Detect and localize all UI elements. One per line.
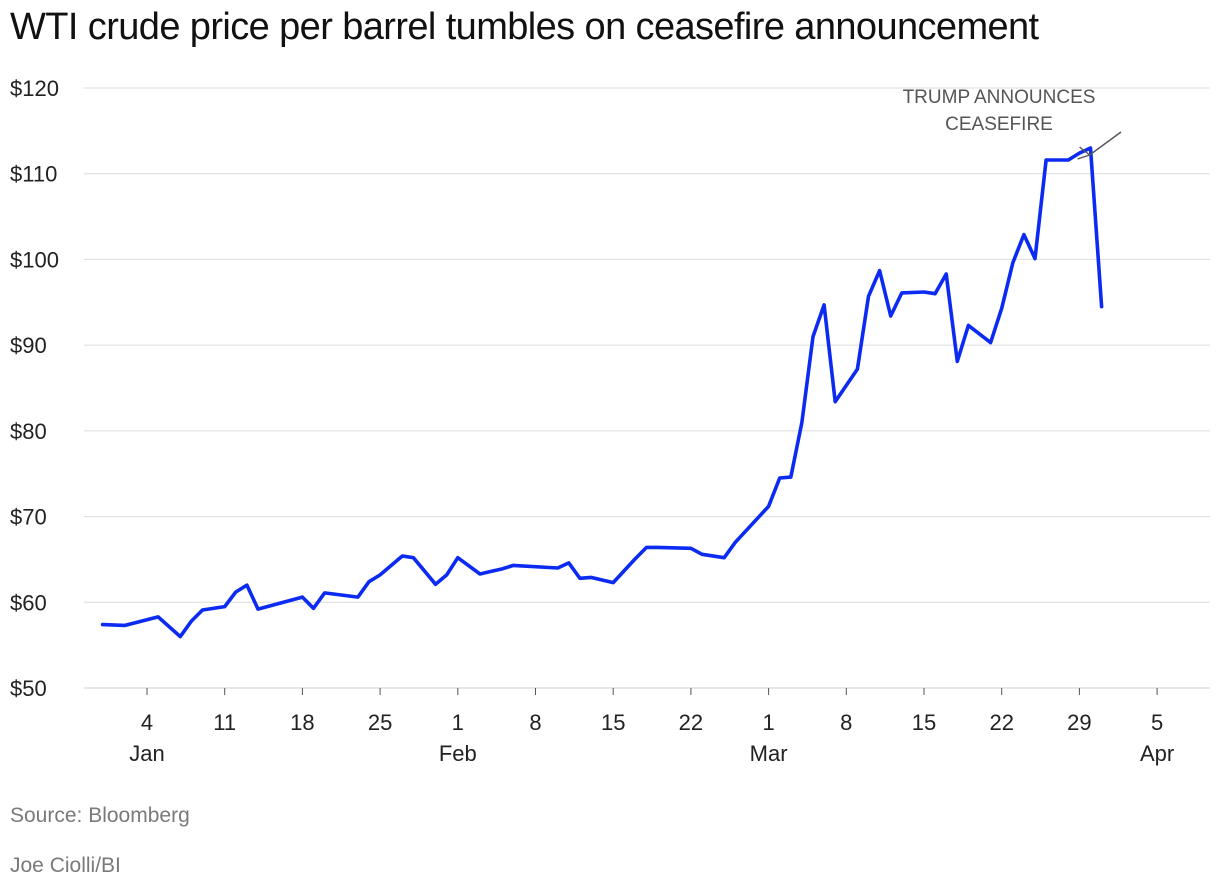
x-axis: 4 Jan 11 18 25 1 Feb 8 15 22 1 Mar 8 15 22 29 5 Apr (84, 687, 1210, 766)
series-layer (100, 146, 1104, 639)
y-tick-label: $90 (10, 333, 47, 358)
y-tick-label: $110 (10, 162, 57, 187)
source-note: Source: Bloomberg (10, 804, 190, 827)
y-axis: $50 $60 $70 $80 $90 $100 $110 $120 (10, 76, 59, 701)
x-tick-label: 29 (1067, 710, 1091, 735)
y-tick-label: $80 (10, 419, 47, 444)
x-tick-label: 18 (290, 710, 314, 735)
x-tick-label: 25 (368, 710, 392, 735)
x-tick-label: 8 (529, 710, 541, 735)
annotation-text: TRUMP ANNOUNCES (903, 87, 1096, 108)
x-tick-label: 1 (762, 710, 774, 735)
x-month-label: Feb (439, 741, 477, 766)
y-tick-label: $120 (10, 76, 59, 101)
x-tick-label: 1 (452, 710, 464, 735)
annotation-text: CEASEFIRE (945, 114, 1053, 135)
ceasefire-annotation: TRUMP ANNOUNCES CEASEFIRE (903, 87, 1122, 160)
x-tick-label: 22 (989, 710, 1013, 735)
x-tick-label: 11 (213, 710, 236, 735)
y-tick-label: $100 (10, 247, 59, 272)
x-tick-label: 4 (141, 710, 153, 735)
x-tick-label: 15 (601, 710, 625, 735)
annotation-arrow-line (1089, 131, 1122, 156)
x-tick-label: 5 (1151, 710, 1163, 735)
y-tick-label: $60 (10, 590, 47, 615)
chart-title: WTI crude price per barrel tumbles on ce… (10, 6, 1039, 48)
series-line-wti (100, 146, 1104, 639)
x-tick-label: 22 (679, 710, 703, 735)
x-month-label: Jan (129, 741, 164, 766)
x-month-label: Apr (1140, 741, 1174, 766)
x-month-label: Mar (750, 741, 788, 766)
x-tick-label: 15 (912, 710, 936, 735)
y-tick-label: $70 (10, 505, 47, 530)
annotation-arrowhead (1077, 146, 1092, 160)
y-tick-label: $50 (10, 676, 47, 701)
credit-note: Joe Ciolli/BI (10, 854, 121, 877)
x-tick-label: 8 (840, 710, 852, 735)
